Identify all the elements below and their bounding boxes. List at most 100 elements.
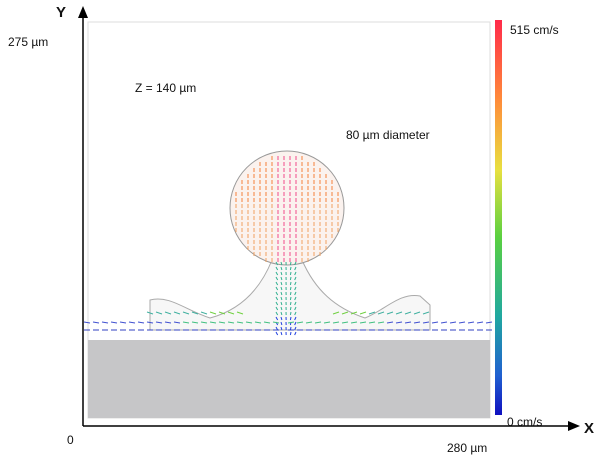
vector (173, 321, 181, 324)
vector (289, 306, 292, 311)
vector (287, 321, 295, 324)
vector (332, 321, 340, 324)
vector (289, 291, 292, 296)
vector (476, 321, 484, 324)
vector (341, 321, 349, 324)
vector (431, 321, 439, 324)
splash-outline (149, 259, 431, 331)
vector (294, 331, 297, 336)
vector (314, 321, 322, 324)
vector (182, 311, 190, 315)
vector (209, 311, 217, 315)
y-arrow (78, 6, 88, 18)
vector (485, 321, 493, 324)
vector (137, 321, 145, 324)
vector (280, 321, 283, 326)
vector (110, 321, 118, 324)
vector (236, 311, 244, 315)
vector (395, 311, 403, 315)
vector (289, 331, 292, 336)
vector (209, 321, 217, 324)
vector (275, 331, 279, 336)
diameter-label: 80 µm diameter (346, 128, 430, 142)
vector (332, 311, 340, 315)
vector (289, 316, 292, 321)
vector (275, 301, 279, 306)
vector (305, 321, 313, 324)
vector (280, 281, 283, 286)
vector (440, 321, 448, 324)
depth-label: Z = 140 µm (135, 81, 196, 95)
vector (294, 321, 297, 326)
vector (164, 321, 172, 324)
vector (92, 321, 100, 324)
vector (289, 276, 292, 281)
vector (359, 311, 367, 315)
vector (296, 321, 304, 324)
vector (146, 311, 154, 315)
vector (119, 321, 127, 324)
vector (275, 286, 279, 291)
vector (280, 276, 283, 281)
vector (294, 311, 297, 316)
vector (275, 261, 279, 266)
vector (280, 306, 283, 311)
vector (164, 311, 172, 315)
vector (413, 311, 421, 315)
vector (191, 321, 199, 324)
y-label: Y (56, 4, 66, 21)
vector (404, 311, 412, 315)
vector (218, 321, 226, 324)
vector (236, 321, 244, 324)
vector (280, 261, 283, 266)
vector (272, 321, 280, 324)
vector (422, 321, 430, 324)
vector (280, 291, 283, 296)
vector (128, 321, 136, 324)
vector (323, 321, 331, 324)
vector (155, 321, 163, 324)
vector (275, 271, 279, 276)
vector (263, 321, 271, 324)
vector (289, 261, 292, 266)
vector (275, 291, 279, 296)
substrate (88, 340, 490, 418)
vector (275, 306, 279, 311)
vector (245, 321, 253, 324)
vector (275, 266, 279, 271)
vector (275, 276, 279, 281)
vector (218, 311, 226, 315)
vector (101, 321, 109, 324)
vector (182, 321, 190, 324)
vector (449, 321, 457, 324)
droplet (229, 150, 345, 266)
vector (294, 296, 297, 301)
vector (350, 311, 358, 315)
vector (341, 311, 349, 315)
vector (294, 291, 297, 296)
velocity-vectors (83, 156, 493, 336)
vector (227, 311, 235, 315)
colorbar-max: 515 cm/s (510, 23, 559, 37)
colorbar (495, 20, 502, 415)
vector (289, 286, 292, 291)
vector (368, 321, 376, 324)
vector (294, 276, 297, 281)
vector (350, 321, 358, 324)
vector (200, 311, 208, 315)
vector (227, 321, 235, 324)
vector (191, 311, 199, 315)
vector (289, 271, 292, 276)
vector (294, 261, 297, 266)
vector (275, 311, 279, 316)
vector (146, 321, 154, 324)
x-arrow (568, 421, 580, 431)
vector (294, 316, 297, 321)
vector (280, 266, 283, 271)
vector (275, 296, 279, 301)
vector (280, 296, 283, 301)
vector (289, 301, 292, 306)
vector (386, 321, 394, 324)
vector (377, 311, 385, 315)
